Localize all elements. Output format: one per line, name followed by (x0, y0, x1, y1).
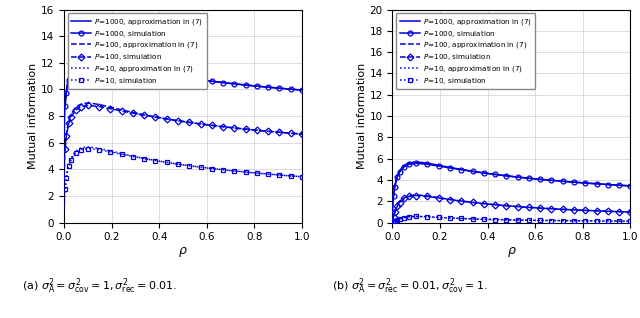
Text: (a) $\sigma_{\mathrm{A}}^2 = \sigma_{\mathrm{cov}}^2 = 1, \sigma_{\mathrm{rec}}^: (a) $\sigma_{\mathrm{A}}^2 = \sigma_{\ma… (22, 277, 177, 296)
Legend: $P$=1000, approximation in (7), $P$=1000, simulation, $P$=100, approximation in : $P$=1000, approximation in (7), $P$=1000… (68, 13, 207, 89)
Y-axis label: Mutual information: Mutual information (28, 63, 38, 169)
X-axis label: $\rho$: $\rho$ (178, 245, 188, 259)
Y-axis label: Mutual information: Mutual information (356, 63, 367, 169)
X-axis label: $\rho$: $\rho$ (506, 245, 516, 259)
Text: (b) $\sigma_{\mathrm{A}}^2 = \sigma_{\mathrm{rec}}^2 = 0.01, \sigma_{\mathrm{cov: (b) $\sigma_{\mathrm{A}}^2 = \sigma_{\ma… (332, 277, 488, 296)
Legend: $P$=1000, approximation in (7), $P$=1000, simulation, $P$=100, approximation in : $P$=1000, approximation in (7), $P$=1000… (396, 13, 536, 89)
